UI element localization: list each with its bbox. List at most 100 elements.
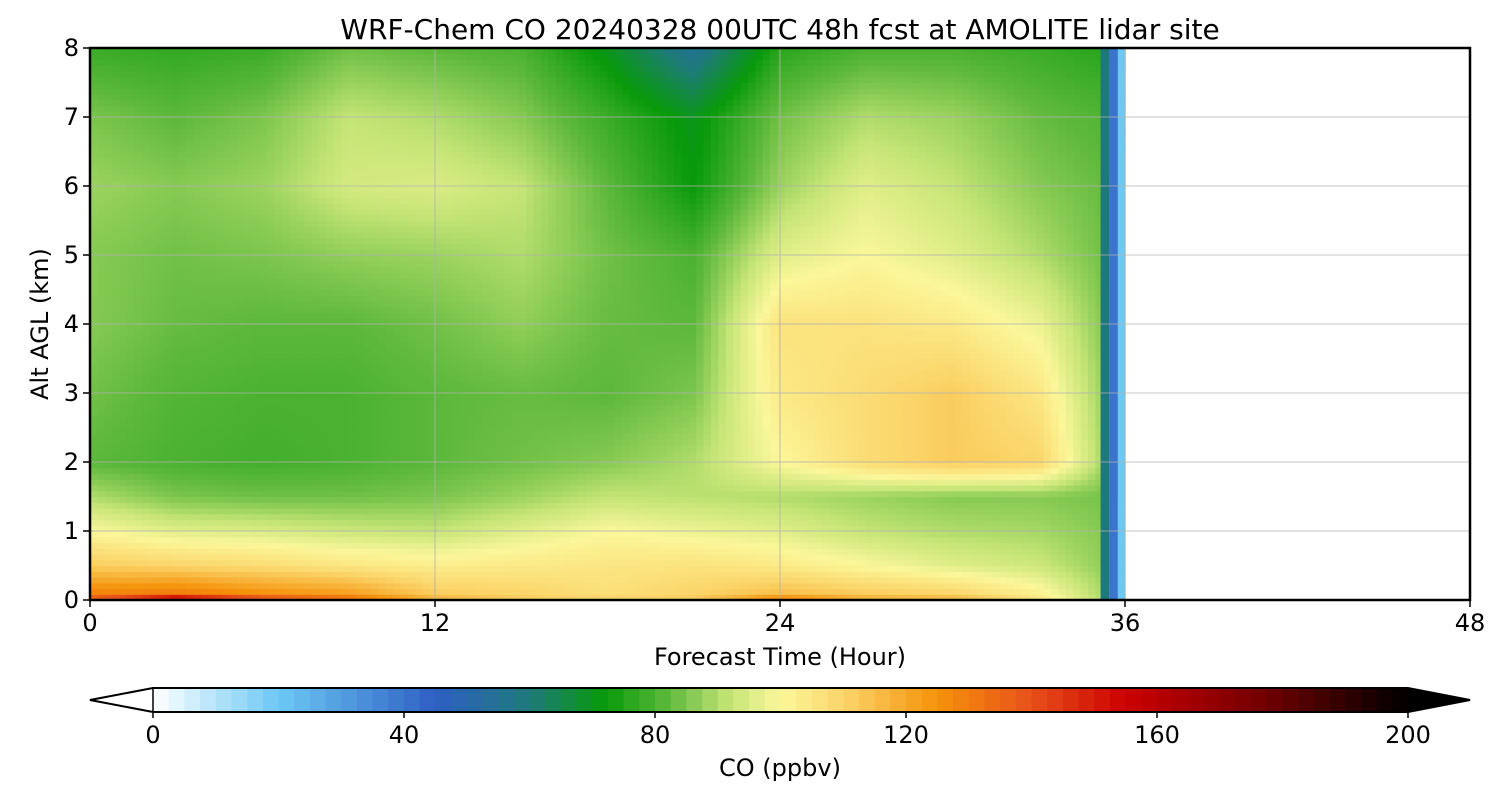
heat-cell: [252, 214, 261, 222]
heat-cell: [252, 203, 261, 210]
heat-cell: [311, 71, 320, 78]
heat-cell: [200, 329, 209, 337]
heat-cell: [171, 128, 180, 135]
heat-cell: [178, 82, 187, 89]
heat-cell: [311, 88, 320, 95]
heat-cell: [149, 571, 158, 578]
heat-cell: [208, 140, 217, 147]
heat-cell: [385, 260, 394, 268]
heat-cell: [141, 548, 150, 555]
heat-cell: [289, 111, 298, 118]
heat-cell: [452, 209, 461, 216]
heat-cell: [186, 502, 195, 509]
heat-cell: [267, 289, 276, 296]
heat-cell: [215, 99, 224, 107]
heat-cell: [407, 174, 416, 181]
heat-cell: [348, 387, 357, 394]
heat-cell: [156, 525, 165, 532]
heat-cell: [378, 352, 387, 360]
heat-cell: [245, 140, 254, 147]
heat-cell: [178, 554, 187, 561]
heat-cell: [452, 421, 461, 429]
heat-cell: [378, 381, 387, 388]
heat-cell: [400, 490, 409, 498]
heat-cell: [319, 467, 328, 475]
heat-cell: [348, 467, 357, 475]
heat-cell: [385, 508, 394, 515]
heat-cell: [208, 329, 217, 337]
heat-cell: [200, 559, 209, 567]
heat-cell: [356, 525, 365, 532]
heat-cell: [333, 174, 342, 181]
heat-cell: [156, 186, 165, 193]
heat-cell: [208, 312, 217, 319]
heat-cell: [171, 387, 180, 394]
heat-cell: [407, 289, 416, 296]
heat-cell: [245, 536, 254, 544]
heat-cell: [289, 398, 298, 406]
heat-cell: [215, 117, 224, 124]
heat-cell: [415, 588, 424, 595]
heat-cell: [274, 370, 283, 377]
heat-cell: [363, 122, 372, 130]
heat-cell: [171, 421, 180, 429]
heat-cell: [437, 203, 446, 210]
heat-cell: [430, 65, 439, 72]
heat-cell: [178, 525, 187, 532]
heat-cell: [223, 542, 232, 549]
heat-cell: [134, 531, 143, 538]
heat-cell: [252, 393, 261, 400]
heat-cell: [200, 82, 209, 89]
heat-cell: [260, 542, 269, 549]
heat-cell: [245, 513, 254, 521]
heat-cell: [444, 59, 453, 66]
heat-cell: [149, 197, 158, 204]
heat-cell: [363, 416, 372, 423]
heat-cell: [385, 71, 394, 78]
heat-cell: [437, 145, 446, 153]
heat-cell: [260, 577, 269, 584]
heat-cell: [407, 88, 416, 95]
heat-cell: [178, 88, 187, 95]
heat-cell: [311, 105, 320, 112]
heat-cell: [289, 410, 298, 417]
heat-cell: [407, 180, 416, 187]
heat-cell: [104, 111, 113, 118]
heat-cell: [178, 249, 187, 256]
heat-cell: [378, 140, 387, 147]
heat-cell: [149, 381, 158, 388]
heat-cell: [356, 88, 365, 95]
heat-cell: [363, 496, 372, 503]
heat-cell: [444, 82, 453, 89]
heat-cell: [363, 295, 372, 302]
heat-cell: [90, 306, 98, 314]
heat-cell: [97, 542, 106, 549]
heat-cell: [348, 163, 357, 170]
heat-cell: [230, 502, 239, 509]
heat-cell: [444, 554, 453, 561]
heat-cell: [186, 548, 195, 555]
heat-cell: [215, 571, 224, 578]
heat-cell: [400, 531, 409, 538]
heat-cell: [171, 364, 180, 371]
heat-cell: [311, 370, 320, 377]
heat-cell: [119, 427, 128, 434]
heat-cell: [319, 398, 328, 406]
heat-cell: [348, 370, 357, 377]
heat-cell: [104, 53, 113, 61]
heat-cell: [467, 59, 476, 66]
heat-cell: [156, 450, 165, 457]
heat-cell: [200, 117, 209, 124]
heat-cell: [252, 226, 261, 233]
heat-cell: [178, 393, 187, 400]
heat-cell: [171, 588, 180, 595]
heat-cell: [208, 318, 217, 325]
heat-cell: [90, 398, 98, 406]
heat-cell: [193, 559, 202, 567]
heat-cell: [348, 220, 357, 227]
heat-cell: [223, 594, 232, 600]
heat-cell: [260, 122, 269, 130]
heat-cell: [297, 542, 305, 549]
heat-cell: [415, 174, 424, 181]
heat-cell: [304, 151, 313, 158]
